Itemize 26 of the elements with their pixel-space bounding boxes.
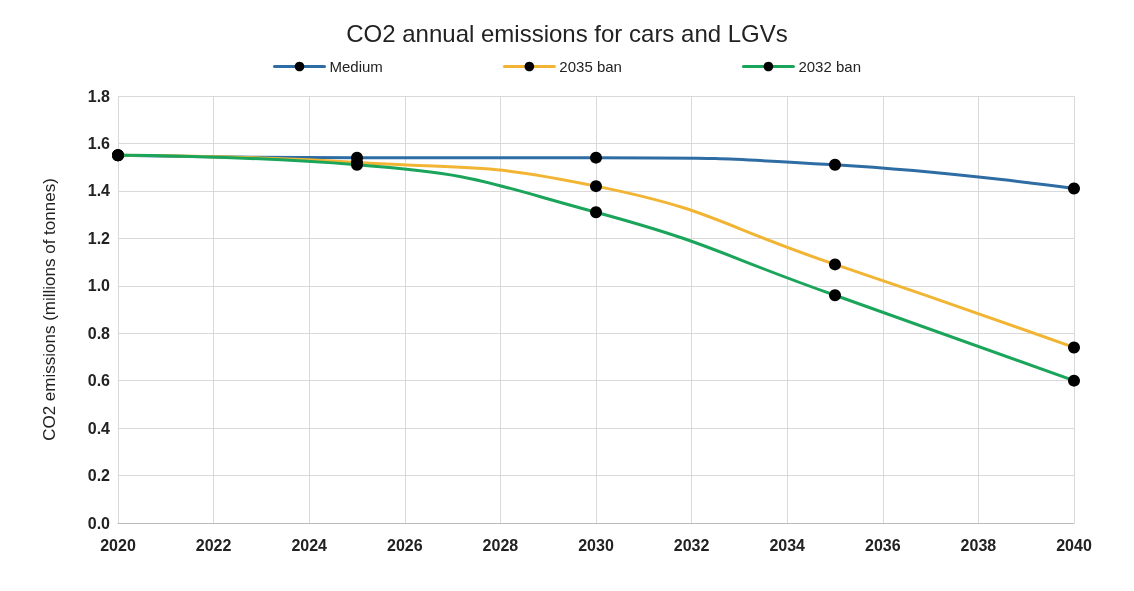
- x-tick-label: 2038: [960, 536, 997, 554]
- y-tick-label: 1.4: [87, 182, 111, 200]
- legend-label: 2032 ban: [798, 58, 861, 75]
- x-tick-label: 2032: [673, 536, 710, 554]
- y-tick-label: 1.2: [87, 229, 111, 247]
- y-tick-label: 0.6: [87, 372, 111, 390]
- y-tick-label: 1.0: [87, 277, 111, 295]
- y-tick-label: 0.8: [87, 324, 111, 342]
- y-tick-label: 0.0: [87, 514, 111, 532]
- y-tick-label: 1.8: [87, 87, 111, 105]
- x-tick-label: 2030: [578, 536, 614, 554]
- legend-label: Medium: [329, 58, 383, 75]
- legend-label: 2035 ban: [559, 58, 622, 75]
- x-tick-label: 2028: [482, 536, 519, 554]
- chart-title: CO2 annual emissions for cars and LGVs: [346, 19, 788, 47]
- y-tick-label: 1.6: [87, 134, 111, 152]
- y-tick-label: 0.2: [87, 467, 111, 485]
- x-tick-label: 2036: [865, 536, 901, 554]
- x-tick-label: 2040: [1056, 536, 1092, 554]
- y-tick-label: 0.4: [87, 419, 111, 437]
- x-tick-label: 2034: [769, 536, 806, 554]
- x-tick-label: 2020: [100, 536, 136, 554]
- y-axis-title: CO2 emissions (millions of tonnes): [40, 178, 59, 441]
- x-tick-label: 2024: [291, 536, 328, 554]
- x-tick-label: 2026: [387, 536, 423, 554]
- x-tick-label: 2022: [195, 536, 232, 554]
